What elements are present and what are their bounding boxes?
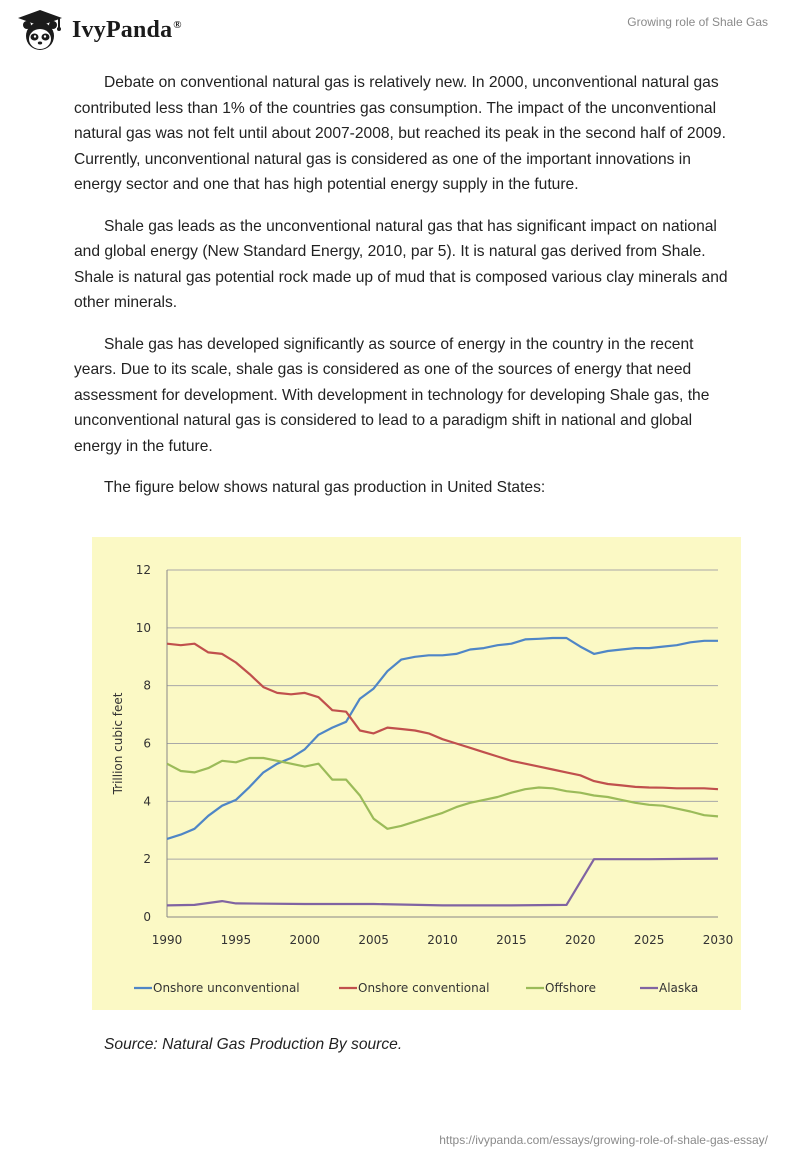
x-tick-label: 2020 xyxy=(565,933,596,947)
y-tick-label: 6 xyxy=(143,737,151,751)
legend-label: Onshore unconventional xyxy=(153,981,300,995)
paragraph: Debate on conventional natural gas is re… xyxy=(74,74,726,193)
y-tick-label: 0 xyxy=(143,910,151,924)
figure-intro: The figure below shows natural gas produ… xyxy=(104,479,546,496)
legend-label: Onshore conventional xyxy=(358,981,489,995)
legend-label: Offshore xyxy=(545,981,596,995)
y-tick-label: 8 xyxy=(143,679,151,693)
legend-label: Alaska xyxy=(659,981,698,995)
paragraph: Shale gas has developed significantly as… xyxy=(74,335,710,455)
panda-logo-icon xyxy=(18,10,62,50)
x-tick-label: 2025 xyxy=(634,933,665,947)
x-tick-label: 1990 xyxy=(152,933,183,947)
natural-gas-production-chart: 0 2 4 6 8 10 12 1990 1995 2000 2005 2010 2015 2020 202… xyxy=(92,537,741,1010)
paragraph: Shale gas leads as the unconventional na… xyxy=(74,217,728,312)
x-tick-label: 2010 xyxy=(427,933,458,947)
x-tick-label: 2005 xyxy=(358,933,389,947)
y-tick-label: 12 xyxy=(136,563,151,577)
x-tick-label: 2030 xyxy=(703,933,734,947)
series-line-alaska xyxy=(166,857,719,907)
x-tick-label: 2015 xyxy=(496,933,527,947)
x-tick-label: 2000 xyxy=(289,933,320,947)
article-body: Debate on conventional natural gas is re… xyxy=(74,70,734,517)
source-url[interactable]: https://ivypanda.com/essays/growing-role… xyxy=(439,1133,768,1147)
document-title: Growing role of Shale Gas xyxy=(627,15,768,29)
brand-name: IvyPanda® xyxy=(72,16,182,43)
chart-svg: 0 2 4 6 8 10 12 1990 1995 2000 2005 2010 2015 2020 202… xyxy=(111,563,734,995)
page-header: IvyPanda® Growing role of Shale Gas xyxy=(0,0,800,70)
ivypanda-logo[interactable]: IvyPanda® xyxy=(14,8,182,52)
y-tick-label: 10 xyxy=(136,621,151,635)
x-tick-label: 1995 xyxy=(221,933,252,947)
series-line-offshore xyxy=(166,756,719,830)
y-tick-label: 4 xyxy=(143,794,151,808)
y-axis-label: Trillion cubic feet xyxy=(111,692,125,795)
y-tick-label: 2 xyxy=(143,852,151,866)
series-line-onshore-unconventional xyxy=(166,636,718,840)
figure-caption: Source: Natural Gas Production By source… xyxy=(104,1036,403,1053)
series-line-onshore-conventional xyxy=(166,642,719,791)
